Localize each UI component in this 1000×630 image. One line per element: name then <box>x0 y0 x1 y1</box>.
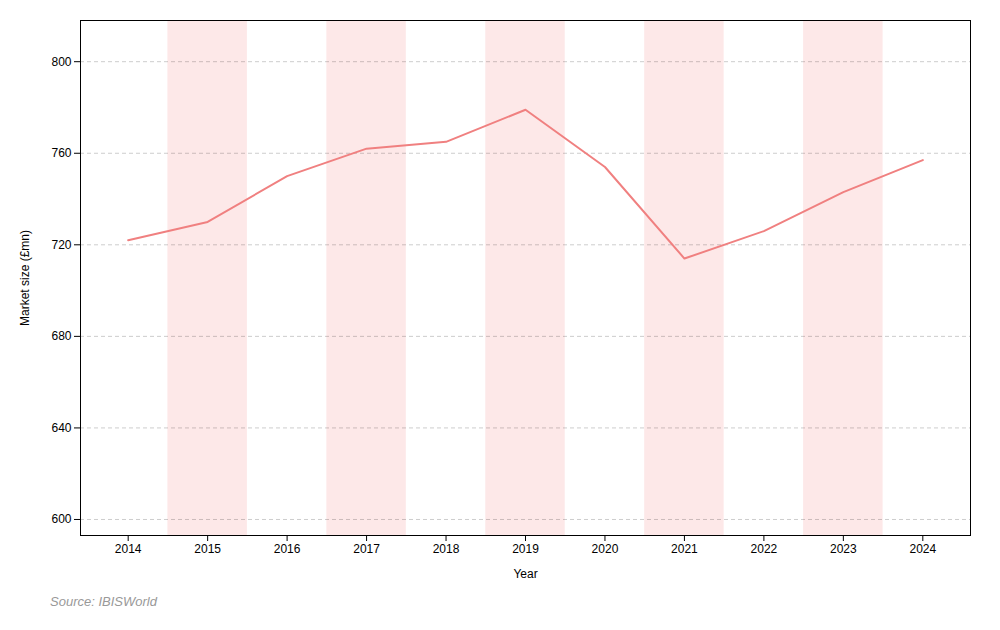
svg-text:2023: 2023 <box>830 542 857 556</box>
svg-text:2024: 2024 <box>909 542 936 556</box>
svg-text:2022: 2022 <box>751 542 778 556</box>
svg-text:2018: 2018 <box>433 542 460 556</box>
svg-text:2020: 2020 <box>592 542 619 556</box>
svg-text:Year: Year <box>513 567 537 581</box>
svg-text:2017: 2017 <box>353 542 380 556</box>
svg-text:2021: 2021 <box>671 542 698 556</box>
svg-text:2014: 2014 <box>115 542 142 556</box>
svg-text:640: 640 <box>51 421 71 435</box>
svg-text:760: 760 <box>51 146 71 160</box>
svg-text:2016: 2016 <box>274 542 301 556</box>
svg-text:680: 680 <box>51 329 71 343</box>
svg-text:Market size (£mn): Market size (£mn) <box>18 230 32 326</box>
svg-text:2015: 2015 <box>194 542 221 556</box>
svg-text:800: 800 <box>51 55 71 69</box>
svg-text:600: 600 <box>51 512 71 526</box>
svg-text:2019: 2019 <box>512 542 539 556</box>
html-text:Source: IBISWorld: Source: IBISWorld <box>50 594 157 609</box>
svg-text:720: 720 <box>51 238 71 252</box>
